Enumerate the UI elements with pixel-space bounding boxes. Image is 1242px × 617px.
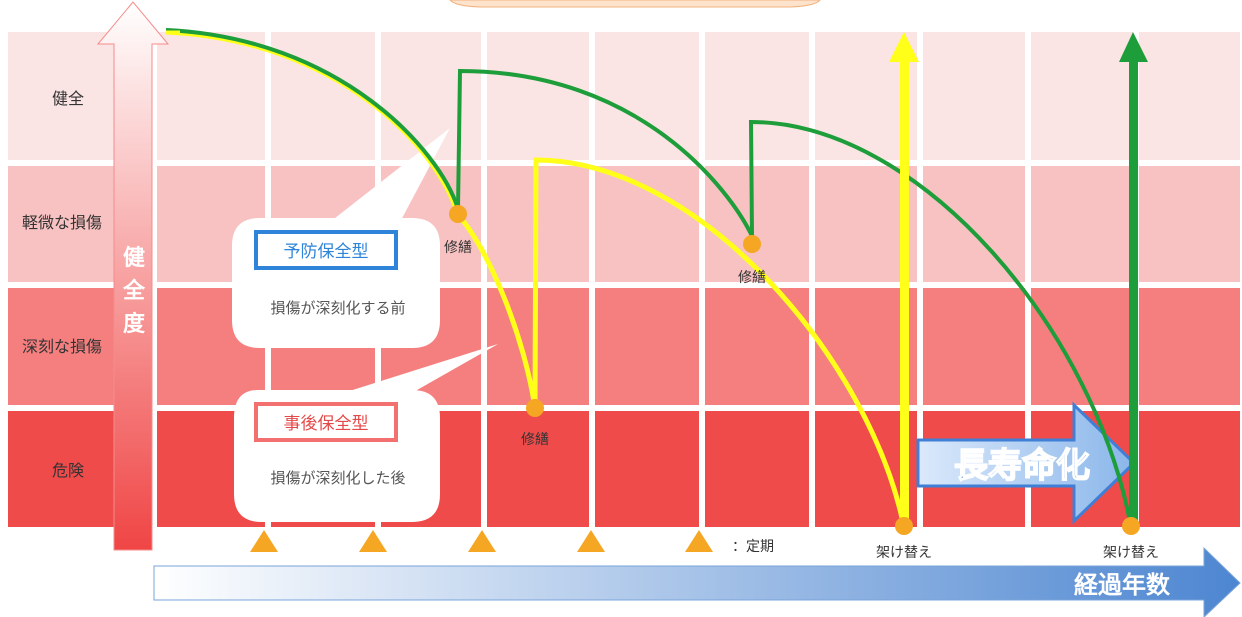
row-label-minor: 軽微な損傷 xyxy=(22,213,102,232)
repair-marker-green-2 xyxy=(743,235,761,253)
inspection-triangle-1 xyxy=(250,530,278,552)
band-1 xyxy=(8,163,1240,285)
inspection-triangle-2 xyxy=(359,530,387,552)
top-banner-fragment xyxy=(449,0,821,8)
periodic-legend: ：定期 xyxy=(732,539,774,555)
green-curve-1 xyxy=(165,28,460,210)
row-label-healthy: 健全 xyxy=(52,89,84,108)
longevity-label: 長寿命化 xyxy=(954,446,1090,486)
preventive-title: 予防保全型 xyxy=(284,242,369,262)
replace-marker-green xyxy=(1122,517,1140,535)
yellow-curve-2 xyxy=(532,157,907,528)
replace-label-green: 架け替え xyxy=(1103,545,1159,561)
inspection-triangle-3 xyxy=(468,530,496,552)
inspection-triangle-4 xyxy=(577,530,605,552)
repair-marker-yellow xyxy=(526,399,544,417)
row-label-danger: 危険 xyxy=(52,461,84,480)
green-replacement-arrow xyxy=(1119,32,1148,526)
repair-marker-green-1 xyxy=(449,205,467,223)
x-axis-label: 経過年数 xyxy=(1074,571,1171,599)
replace-marker-yellow xyxy=(895,517,913,535)
green-curve-3 xyxy=(748,119,1133,528)
yellow-replacement-arrow xyxy=(889,32,919,526)
replace-label-yellow: 架け替え xyxy=(876,545,932,561)
band-0 xyxy=(8,32,1240,162)
degradation-curves xyxy=(165,28,1133,528)
periodic-inspection-markers xyxy=(250,530,713,552)
row-label-serious: 深刻な損傷 xyxy=(22,337,102,356)
reactive-bubble: 事後保全型 損傷が深刻化した後 xyxy=(234,344,498,522)
elapsed-years-axis: 経過年数 xyxy=(153,546,1241,617)
reactive-title: 事後保全型 xyxy=(284,414,369,434)
band-2 xyxy=(8,285,1240,408)
preventive-desc: 損傷が深刻化する前 xyxy=(270,299,405,317)
preventive-bubble: 予防保全型 損傷が深刻化する前 xyxy=(232,128,450,348)
reactive-desc: 損傷が深刻化した後 xyxy=(270,469,405,487)
repair-label-green-1: 修繕 xyxy=(444,240,472,256)
longevity-callout: 長寿命化 xyxy=(916,401,1137,525)
preventive-title-box xyxy=(254,230,398,270)
reactive-title-box xyxy=(254,402,398,442)
repair-label-green-2: 修繕 xyxy=(738,270,766,286)
y-axis-char-2: 全 xyxy=(122,278,146,304)
y-axis-char-1: 健 xyxy=(123,245,145,271)
health-axis-arrow xyxy=(96,1,170,551)
green-curve-2 xyxy=(456,68,754,237)
y-axis-char-3: 度 xyxy=(123,311,146,337)
severity-bands xyxy=(8,32,1240,530)
repair-label-yellow: 修繕 xyxy=(521,432,549,448)
inspection-triangle-5 xyxy=(685,530,713,552)
